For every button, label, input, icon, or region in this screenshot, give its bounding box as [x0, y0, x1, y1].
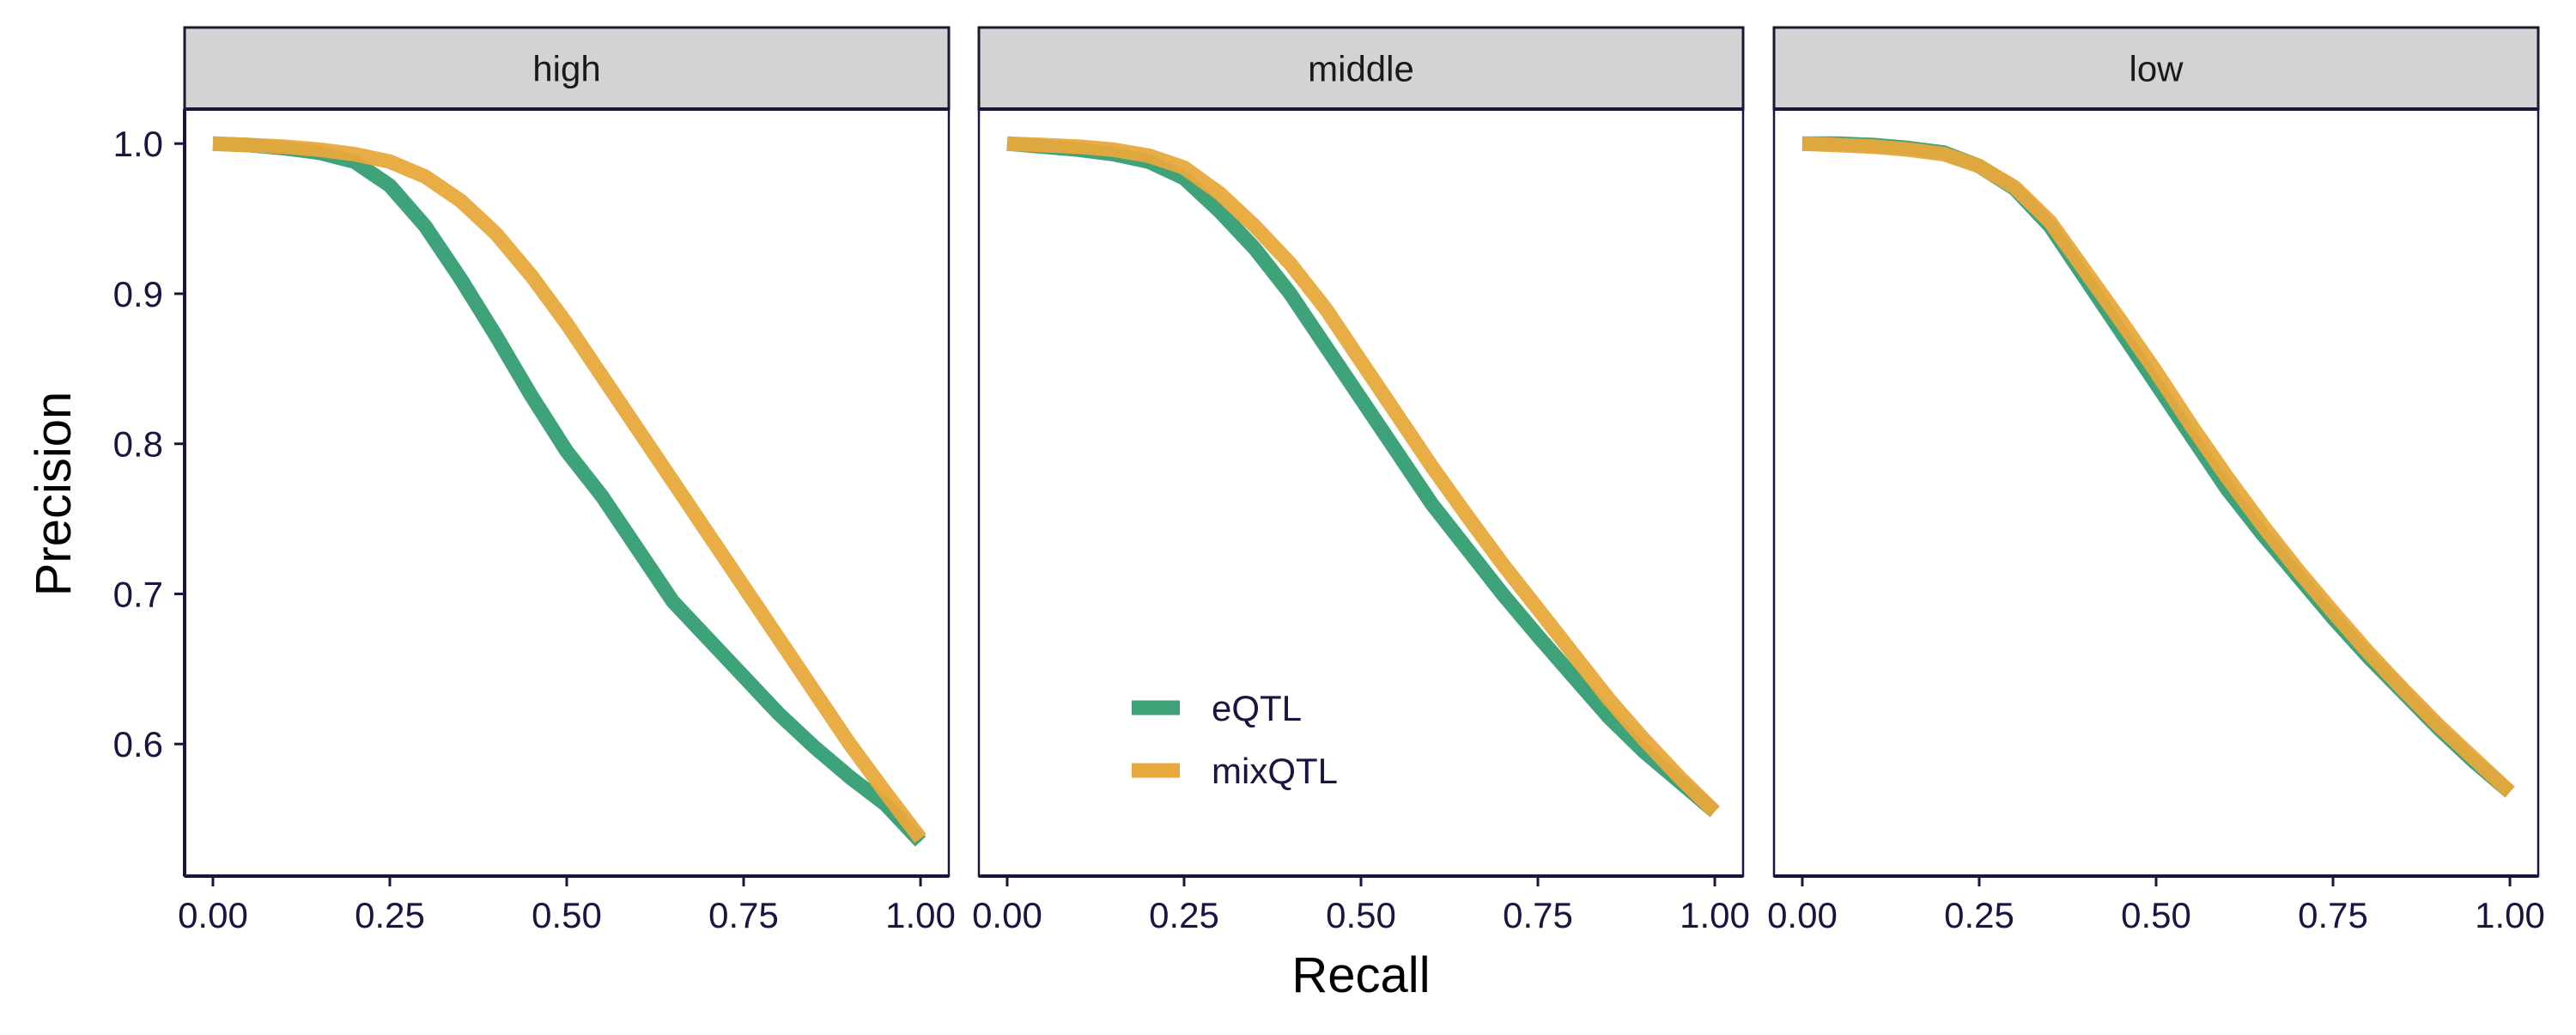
panel-frame-middle — [977, 107, 1745, 878]
series-line-mixQTL-low — [1801, 136, 2515, 798]
facet-label-high: high — [532, 49, 600, 89]
x-tick-label-low: 0.25 — [1944, 895, 2014, 935]
facet-strip-high — [183, 26, 951, 111]
y-axis-title: Precision — [26, 392, 82, 597]
y-tick-label: 0.7 — [113, 574, 163, 614]
x-tick-label-middle: 0.00 — [972, 895, 1042, 935]
x-tick-label-high: 1.00 — [885, 895, 956, 935]
facet-strip-low — [1772, 26, 2540, 111]
facet-label-middle: middle — [1308, 49, 1414, 89]
x-tick-label-middle: 1.00 — [1680, 895, 1750, 935]
x-tick-label-low: 0.00 — [1767, 895, 1838, 935]
facet-strip-middle — [977, 26, 1745, 111]
x-axis-title: Recall — [1291, 947, 1430, 1003]
y-tick-label: 0.8 — [113, 424, 163, 465]
y-tick-label: 0.6 — [113, 724, 163, 764]
y-tick-label: 0.9 — [113, 274, 163, 314]
x-tick-label-high: 0.75 — [708, 895, 779, 935]
series-line-mixQTL-middle — [1006, 136, 1720, 817]
y-tick-label: 1.0 — [113, 124, 163, 164]
legend-label-mixQTL: mixQTL — [1212, 751, 1338, 791]
x-tick-label-low: 1.00 — [2475, 895, 2545, 935]
x-tick-label-middle: 0.50 — [1326, 895, 1396, 935]
x-tick-label-high: 0.50 — [532, 895, 602, 935]
panel-frame-low — [1772, 107, 2540, 878]
x-tick-label-high: 0.25 — [355, 895, 425, 935]
series-line-mixQTL-high — [212, 136, 927, 843]
facet-label-low: low — [2129, 49, 2184, 89]
x-tick-label-middle: 0.25 — [1149, 895, 1219, 935]
legend-label-eQTL: eQTL — [1212, 688, 1302, 728]
x-tick-label-high: 0.00 — [178, 895, 248, 935]
x-tick-label-middle: 0.75 — [1503, 895, 1573, 935]
x-tick-label-low: 0.50 — [2121, 895, 2191, 935]
x-tick-label-low: 0.75 — [2298, 895, 2368, 935]
